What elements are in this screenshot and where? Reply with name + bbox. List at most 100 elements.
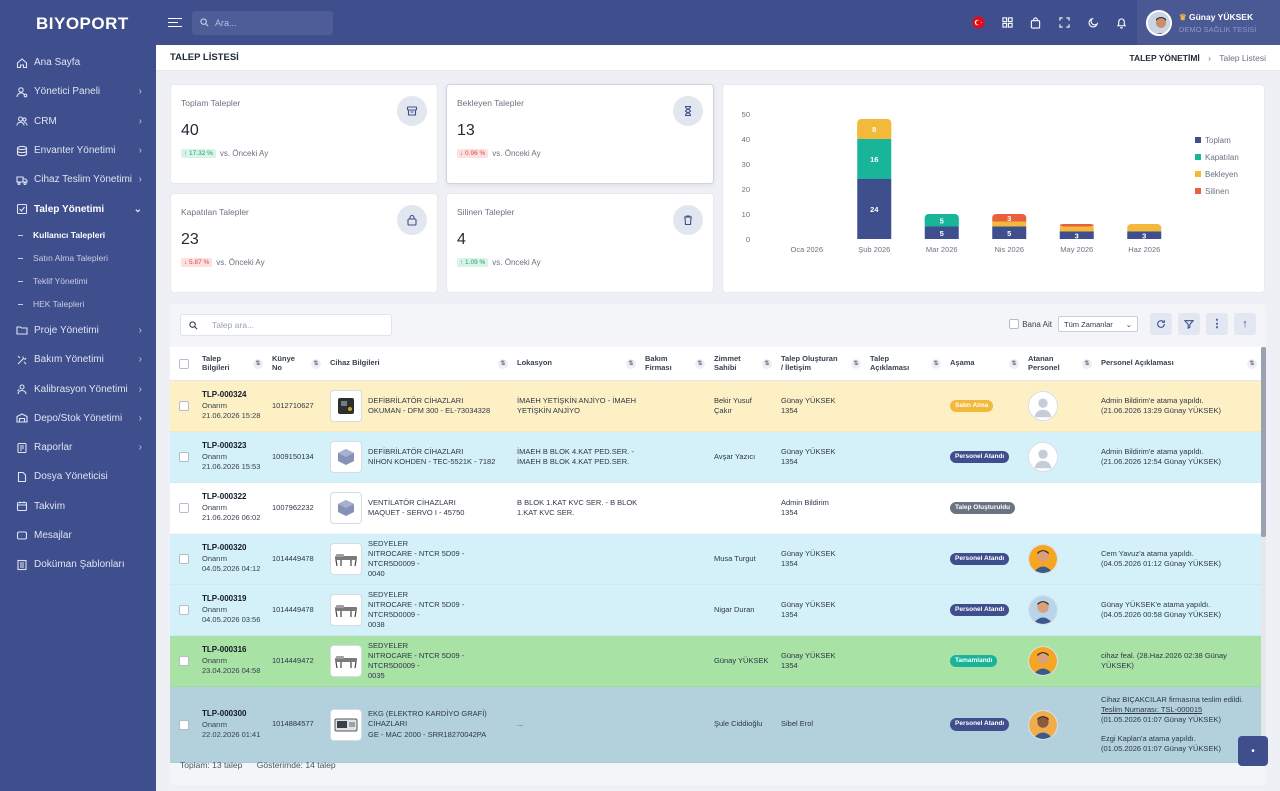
shopping-bag-icon[interactable] bbox=[1022, 16, 1051, 29]
column-header[interactable]: Talep Açıklaması ⇅ bbox=[865, 347, 945, 380]
column-header[interactable]: Aşama ⇅ bbox=[945, 347, 1023, 380]
menu-toggle-icon[interactable] bbox=[168, 15, 182, 30]
personnel-avatar[interactable] bbox=[1028, 595, 1058, 625]
personnel-avatar[interactable] bbox=[1028, 646, 1058, 676]
column-header[interactable]: Zimmet Sahibi ⇅ bbox=[709, 347, 776, 380]
personnel-avatar[interactable] bbox=[1028, 391, 1058, 421]
table-row[interactable]: TLP-000316 Onarım 23.04.2026 04:58 10144… bbox=[170, 636, 1261, 687]
personnel-avatar[interactable] bbox=[1028, 544, 1058, 574]
scroll-up-button[interactable]: ↑ bbox=[1234, 313, 1256, 335]
filter-button[interactable] bbox=[1178, 313, 1200, 335]
sort-icon[interactable]: ⇅ bbox=[311, 359, 321, 369]
sidebar-subitem[interactable]: Satın Alma Talepleri bbox=[0, 247, 156, 270]
table-row[interactable]: TLP-000320 Onarım 04.05.2026 04:12 10144… bbox=[170, 534, 1261, 585]
sort-icon[interactable]: ⇅ bbox=[1247, 359, 1257, 369]
more-options-button[interactable]: ⋮ bbox=[1206, 313, 1228, 335]
table-row[interactable]: TLP-000319 Onarım 04.05.2026 03:56 10144… bbox=[170, 585, 1261, 636]
sidebar-item-report[interactable]: Raporlar › bbox=[0, 433, 156, 462]
row-checkbox[interactable] bbox=[178, 503, 189, 513]
sidebar-subitem[interactable]: Teklif Yönetimi bbox=[0, 270, 156, 293]
table-row[interactable]: TLP-000323 Onarım 21.06.2026 15:53 10091… bbox=[170, 432, 1261, 483]
column-header[interactable]: Cihaz Bilgileri ⇅ bbox=[325, 347, 512, 380]
sidebar-item-warehouse[interactable]: Depo/Stok Yönetimi › bbox=[0, 404, 156, 433]
select-all-checkbox[interactable] bbox=[178, 358, 189, 369]
sidebar-item-document[interactable]: Doküman Şablonları bbox=[0, 550, 156, 579]
sidebar-subitem[interactable]: HEK Talepleri bbox=[0, 293, 156, 316]
sidebar-item-users[interactable]: CRM › bbox=[0, 107, 156, 136]
column-header[interactable]: Künye No ⇅ bbox=[267, 347, 325, 380]
stat-card[interactable]: Silinen Talepler 4 ↑ 1.09 % vs. Önceki A… bbox=[446, 193, 714, 293]
request-number[interactable]: TLP-000320 bbox=[202, 543, 247, 553]
dark-mode-icon[interactable] bbox=[1079, 17, 1108, 28]
row-checkbox[interactable] bbox=[178, 605, 189, 615]
global-search[interactable] bbox=[192, 10, 333, 35]
sort-icon[interactable]: ⇅ bbox=[931, 359, 941, 369]
request-number[interactable]: TLP-000300 bbox=[202, 708, 247, 718]
sidebar-subitem[interactable]: Kullanıcı Talepleri bbox=[0, 224, 156, 247]
global-search-input[interactable] bbox=[215, 17, 325, 28]
sidebar-item-file[interactable]: Dosya Yöneticisi bbox=[0, 462, 156, 491]
sort-icon[interactable]: ⇅ bbox=[1009, 359, 1019, 369]
stat-card[interactable]: Bekleyen Talepler 13 ↓ 0.96 % vs. Önceki… bbox=[446, 84, 714, 184]
sidebar-item-database[interactable]: Envanter Yönetimi › bbox=[0, 136, 156, 165]
sidebar-item-user-cog[interactable]: Yönetici Paneli › bbox=[0, 77, 156, 106]
sidebar-item-home[interactable]: Ana Sayfa bbox=[0, 48, 156, 77]
row-checkbox[interactable] bbox=[178, 401, 189, 411]
sidebar-item-calibration[interactable]: Kalibrasyon Yönetimi › bbox=[0, 374, 156, 403]
sidebar-item-calendar[interactable]: Takvim bbox=[0, 492, 156, 521]
app-logo[interactable]: BIYOPORT bbox=[36, 14, 129, 33]
sort-icon[interactable]: ⇅ bbox=[695, 359, 705, 369]
table-scrollbar-thumb[interactable] bbox=[1261, 347, 1266, 537]
breadcrumb-root[interactable]: TALEP YÖNETİMİ bbox=[1129, 52, 1200, 63]
floating-action-button[interactable]: • bbox=[1238, 736, 1268, 766]
time-filter-select[interactable]: Tüm Zamanlar ⌄ bbox=[1058, 316, 1138, 332]
table-scrollbar[interactable] bbox=[1261, 347, 1266, 747]
delivery-link[interactable]: Teslim Numarası: TSL-000015 bbox=[1101, 704, 1203, 714]
sort-icon[interactable]: ⇅ bbox=[851, 359, 861, 369]
sidebar-item-message[interactable]: Mesajlar bbox=[0, 521, 156, 550]
personnel-avatar[interactable] bbox=[1028, 709, 1058, 740]
sidebar-item-checkbox[interactable]: Talep Yönetimi ⌄ bbox=[0, 194, 156, 223]
apps-grid-icon[interactable] bbox=[993, 17, 1022, 28]
table-row[interactable]: TLP-000324 Onarım 21.06.2026 15:28 10127… bbox=[170, 381, 1261, 432]
user-menu[interactable]: ♛ Günay YÜKSEK DEMO SAĞLIK TESİSİ bbox=[1137, 0, 1280, 45]
mine-filter[interactable]: Bana Ait bbox=[1009, 319, 1052, 329]
column-header[interactable]: Talep Oluşturan / İletişim ⇅ bbox=[776, 347, 865, 380]
refresh-button[interactable] bbox=[1150, 313, 1172, 335]
column-header[interactable]: Atanan Personel ⇅ bbox=[1023, 347, 1096, 380]
sort-icon[interactable]: ⇅ bbox=[498, 359, 508, 369]
notification-bell-icon[interactable] bbox=[1107, 17, 1136, 29]
sidebar-item-tools[interactable]: Bakım Yönetimi › bbox=[0, 345, 156, 374]
table-search-input[interactable] bbox=[212, 320, 382, 330]
personnel-avatar[interactable] bbox=[1028, 442, 1058, 472]
sort-icon[interactable]: ⇅ bbox=[253, 359, 263, 369]
row-checkbox[interactable] bbox=[178, 656, 189, 666]
mine-checkbox[interactable] bbox=[1009, 319, 1020, 329]
request-number[interactable]: TLP-000323 bbox=[202, 441, 247, 451]
table-row[interactable]: TLP-000300 Onarım 22.02.2026 01:41 10148… bbox=[170, 687, 1261, 763]
row-checkbox[interactable] bbox=[178, 719, 189, 730]
user-name-text: Günay YÜKSEK bbox=[1189, 11, 1254, 22]
sidebar-item-folder[interactable]: Proje Yönetimi › bbox=[0, 316, 156, 345]
request-number[interactable]: TLP-000322 bbox=[202, 492, 247, 502]
row-checkbox[interactable] bbox=[178, 554, 189, 564]
request-number[interactable]: TLP-000319 bbox=[202, 594, 247, 604]
fullscreen-icon[interactable] bbox=[1050, 17, 1079, 28]
column-header[interactable]: Lokasyon ⇅ bbox=[512, 347, 640, 380]
request-number[interactable]: TLP-000324 bbox=[202, 390, 247, 400]
stat-card[interactable]: Kapatılan Talepler 23 ↓ 5.87 % vs. Öncek… bbox=[170, 193, 438, 293]
row-checkbox[interactable] bbox=[178, 452, 189, 462]
column-header[interactable]: Personel Açıklaması ⇅ bbox=[1096, 347, 1261, 380]
language-flag-icon[interactable] bbox=[964, 16, 993, 29]
sort-icon[interactable]: ⇅ bbox=[762, 359, 772, 369]
sidebar-item-label: Proje Yönetimi bbox=[34, 324, 99, 336]
table-search[interactable] bbox=[180, 314, 392, 336]
sort-icon[interactable]: ⇅ bbox=[626, 359, 636, 369]
table-row[interactable]: TLP-000322 Onarım 21.06.2026 06:02 10079… bbox=[170, 483, 1261, 534]
sort-icon[interactable]: ⇅ bbox=[1082, 359, 1092, 369]
sidebar-item-truck[interactable]: Cihaz Teslim Yönetimi › bbox=[0, 165, 156, 194]
column-header[interactable]: Bakım Firması ⇅ bbox=[640, 347, 709, 380]
stat-card[interactable]: Toplam Talepler 40 ↑ 17.32 % vs. Önceki … bbox=[170, 84, 438, 184]
request-number[interactable]: TLP-000316 bbox=[202, 645, 247, 655]
column-header[interactable]: Talep Bilgileri ⇅ bbox=[197, 347, 267, 380]
